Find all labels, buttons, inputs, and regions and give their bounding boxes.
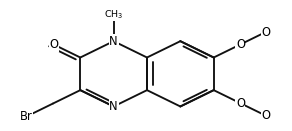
Text: CH$_3$: CH$_3$ [104, 8, 124, 21]
Text: O: O [236, 97, 245, 110]
Text: O: O [49, 38, 58, 51]
Text: O: O [236, 38, 245, 51]
Text: O: O [261, 26, 270, 39]
Text: O: O [261, 109, 270, 122]
Text: N: N [109, 35, 118, 48]
Text: Br: Br [20, 110, 33, 123]
Text: N: N [109, 100, 118, 113]
